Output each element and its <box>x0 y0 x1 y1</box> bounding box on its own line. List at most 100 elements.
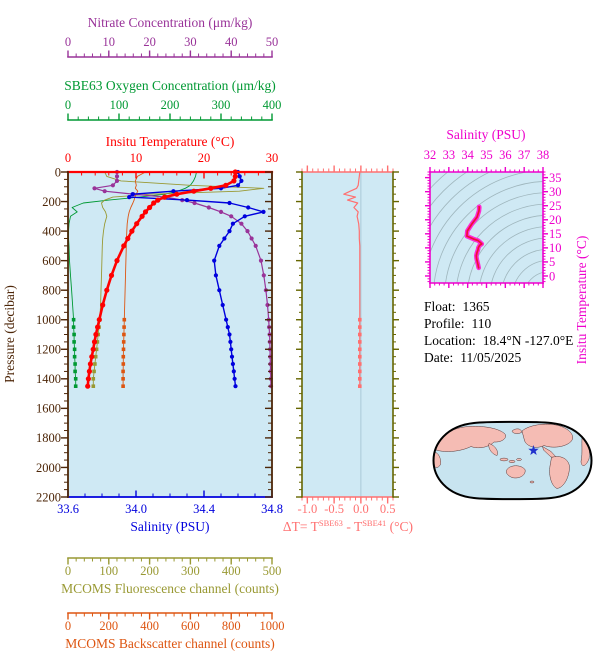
tick-label: 15 <box>549 227 562 241</box>
world-map <box>432 420 593 501</box>
series-oxygen-marker <box>73 369 77 374</box>
series-fluorescence-marker <box>91 384 96 388</box>
series-nitrate-marker <box>239 221 244 226</box>
plot-background <box>302 172 393 497</box>
series-backscatter-marker <box>121 369 125 374</box>
series-temperature-marker <box>85 383 91 389</box>
tick-label: 33.6 <box>57 502 79 516</box>
series-backscatter-marker <box>121 384 125 388</box>
series-salinity-marker <box>229 347 234 352</box>
tick-label: 400 <box>222 564 241 578</box>
series-temperature-marker <box>86 368 92 374</box>
landmass-eurasia <box>435 426 506 452</box>
tick-label: 25 <box>549 199 562 213</box>
tick-label: 500 <box>263 564 282 578</box>
tick-label: 10 <box>549 241 562 255</box>
series-temperature-marker <box>108 272 115 278</box>
series-salinity-marker <box>217 243 222 248</box>
delta-t-plot: -1.0 -0.5 0.0 0.5 <box>296 165 399 516</box>
temperature-axis-title: Insitu Temperature (°C) <box>106 134 235 149</box>
series-salinity-marker <box>230 361 235 367</box>
tick-label: 20 <box>198 151 211 165</box>
tick-label: 600 <box>181 619 200 633</box>
nitrate-axis-title: Nitrate Concentration (μm/kg) <box>88 15 253 30</box>
series-salinity-marker <box>213 273 218 278</box>
tick-label: 35 <box>549 171 562 185</box>
date-row: Date: 11/05/2025 <box>424 350 522 365</box>
series-temperature-marker <box>89 354 95 360</box>
series-salinity-marker <box>227 229 232 234</box>
tick-label: 1600 <box>36 402 61 416</box>
float-info: Float: 1365 Profile: 110 Location: 18.4°N -… <box>424 299 573 365</box>
series-delta-t-marker <box>358 354 362 359</box>
series-oxygen-marker <box>73 362 77 366</box>
series-salinity-marker <box>231 369 236 374</box>
series-delta-t-marker <box>358 362 362 366</box>
ts-plot-title: Salinity (PSU) <box>446 127 525 142</box>
series-temperature-marker <box>96 317 102 323</box>
tick-label: 1200 <box>36 343 61 357</box>
series-salinity-marker <box>242 214 247 219</box>
series-salinity-marker <box>227 200 232 206</box>
series-backscatter-marker <box>121 347 126 352</box>
series-backscatter-marker <box>122 325 126 329</box>
series-oxygen-marker <box>71 317 76 322</box>
tick-label: -1.0 <box>297 502 317 516</box>
tick-label: 1400 <box>36 372 61 386</box>
series-backscatter-marker <box>121 362 126 366</box>
landmass-indonesia <box>508 460 516 463</box>
series-fluorescence-marker <box>93 362 97 366</box>
top-rulers: 0 10 20 30 40 50 0 100 200 300 400 <box>65 35 281 121</box>
tick-label: 20 <box>143 35 156 49</box>
ts-temperature-axis-title: Insitu Temperature (°C) <box>574 236 589 365</box>
tick-label: 34.4 <box>193 502 216 516</box>
tick-label: 32 <box>424 148 437 162</box>
series-backscatter-marker <box>122 317 127 322</box>
series-nitrate-marker <box>258 258 264 263</box>
series-temperature-marker <box>139 213 145 219</box>
landmass-north-america <box>521 423 573 448</box>
series-salinity-marker <box>227 332 232 337</box>
backscatter-axis-title: MCOMS Backscatter channel (counts) <box>65 636 275 651</box>
series-temperature-marker <box>121 243 127 249</box>
pressure-axis-title: Pressure (decibar) <box>2 285 17 383</box>
series-backscatter-marker <box>122 332 126 337</box>
landmass-south-america <box>549 456 570 489</box>
series-oxygen-marker <box>73 384 78 388</box>
map-outline <box>432 420 593 501</box>
tick-label: 1800 <box>36 431 61 445</box>
tick-label: 0 <box>549 269 555 283</box>
series-salinity-marker <box>222 236 227 241</box>
float-id-value: 1365 <box>463 299 490 314</box>
delta-t-superscript: SBE63 <box>319 518 343 528</box>
series-temperature-marker <box>100 302 106 308</box>
series-salinity-marker <box>246 205 251 210</box>
series-salinity-marker <box>261 209 266 214</box>
series-oxygen-marker <box>72 340 76 344</box>
tick-label: 0 <box>55 165 61 179</box>
series-temperature-marker <box>231 178 237 184</box>
tick-label: 0 <box>65 151 71 165</box>
series-nitrate-marker <box>253 243 258 248</box>
landmass-seasia <box>488 443 498 456</box>
tick-label: 300 <box>181 564 200 578</box>
series-nitrate-marker <box>229 214 234 219</box>
tick-label: 1000 <box>260 619 285 633</box>
tick-label: 36 <box>499 148 512 162</box>
series-salinity-marker <box>230 221 235 226</box>
landmass-indonesia <box>516 458 522 461</box>
tick-label: 0 <box>65 98 71 112</box>
series-temperature-marker <box>208 185 214 191</box>
series-temperature-marker <box>232 173 238 179</box>
series-salinity-marker <box>184 198 190 203</box>
location-label: Location: <box>424 333 476 348</box>
location-star-marker <box>528 445 539 455</box>
series-oxygen-marker <box>72 332 76 337</box>
location-value: 18.4°N -127.0°E <box>483 333 574 348</box>
series-salinity-marker <box>233 384 238 389</box>
series-delta-t-marker <box>358 347 362 352</box>
tick-label: 0 <box>65 564 71 578</box>
